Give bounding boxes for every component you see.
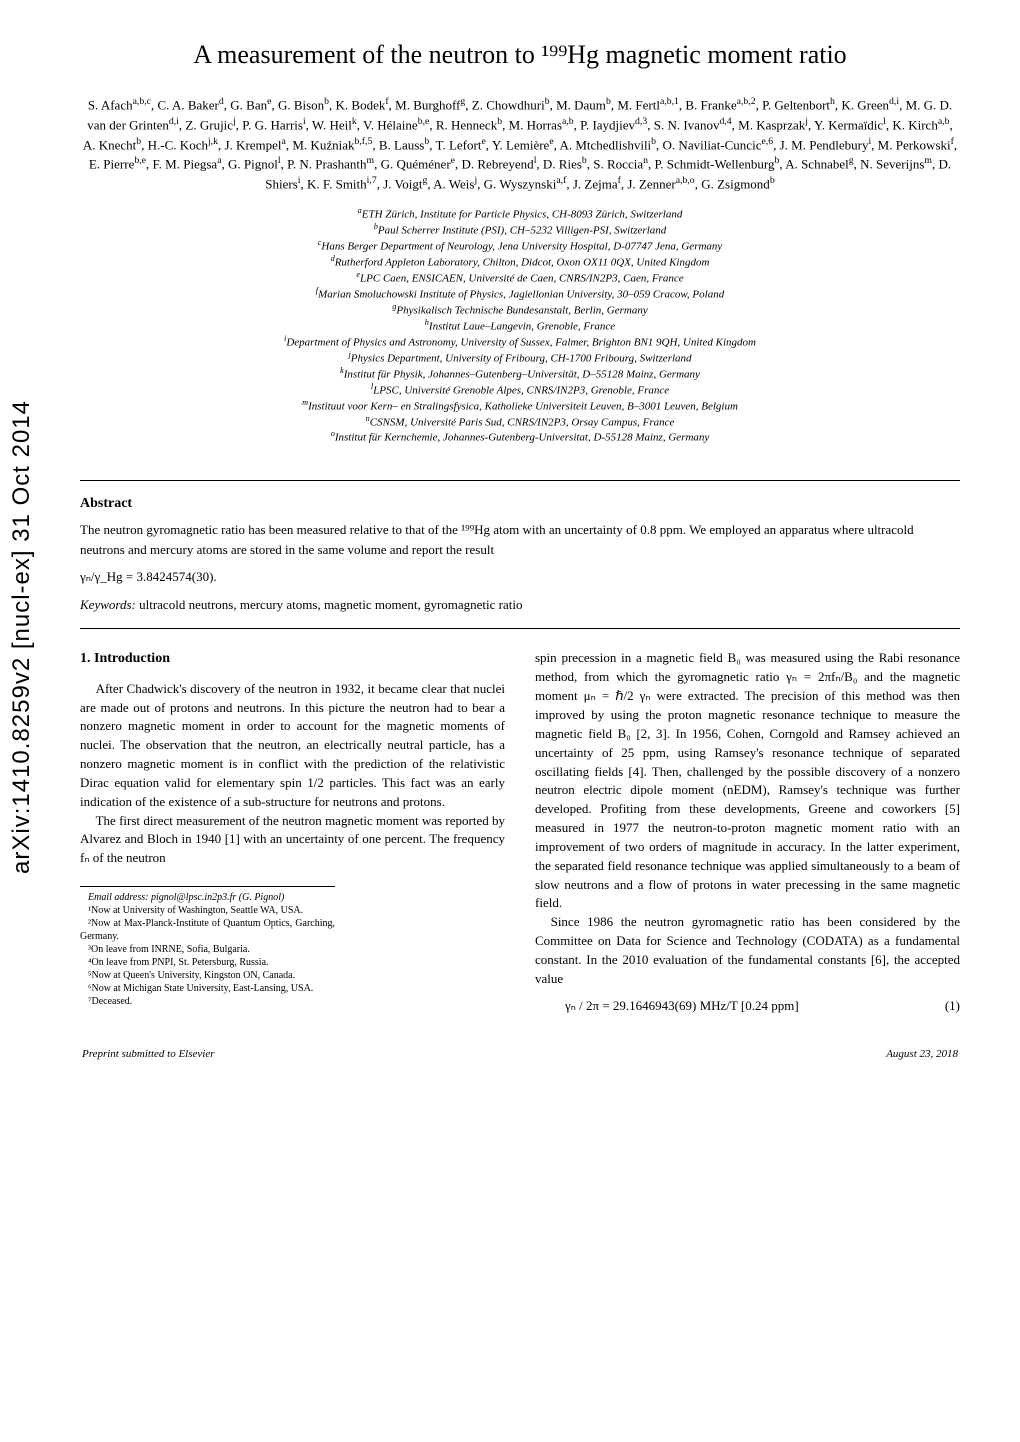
footnote-5: ⁵Now at Queen's University, Kingston ON,… bbox=[80, 969, 335, 982]
footnote-2: ²Now at Max-Planck-Institute of Quantum … bbox=[80, 917, 335, 943]
arxiv-id-sidebar: arXiv:1410.8259v2 [nucl-ex] 31 Oct 2014 bbox=[8, 400, 36, 874]
intro-paragraph-1: After Chadwick's discovery of the neutro… bbox=[80, 680, 505, 812]
equation-1: γₙ / 2π = 29.1646943(69) MHz/T [0.24 ppm… bbox=[565, 997, 960, 1016]
abstract-body: The neutron gyromagnetic ratio has been … bbox=[80, 520, 960, 559]
intro-paragraph-3: spin precession in a magnetic field B₀ w… bbox=[535, 649, 960, 913]
footnote-4: ⁴On leave from PNPI, St. Petersburg, Rus… bbox=[80, 956, 335, 969]
keywords-line: Keywords: ultracold neutrons, mercury at… bbox=[80, 597, 960, 613]
footnote-6: ⁶Now at Michigan State University, East-… bbox=[80, 982, 335, 995]
footnote-3: ³On leave from INRNE, Sofia, Bulgaria. bbox=[80, 943, 335, 956]
abstract-heading: Abstract bbox=[80, 496, 960, 512]
main-content: A measurement of the neutron to ¹⁹⁹Hg ma… bbox=[0, 0, 1020, 1090]
intro-paragraph-4: Since 1986 the neutron gyromagnetic rati… bbox=[535, 913, 960, 988]
paper-title: A measurement of the neutron to ¹⁹⁹Hg ma… bbox=[80, 40, 960, 70]
footnotes-block: Email address: pignol@lpsc.in2p3.fr (G. … bbox=[80, 886, 335, 1008]
footnote-1: ¹Now at University of Washington, Seattl… bbox=[80, 904, 335, 917]
footer-right: August 23, 2018 bbox=[886, 1048, 958, 1060]
footer-left: Preprint submitted to Elsevier bbox=[82, 1048, 215, 1060]
intro-paragraph-2: The first direct measurement of the neut… bbox=[80, 812, 505, 869]
rule-top bbox=[80, 480, 960, 481]
footnote-email-text: Email address: pignol@lpsc.in2p3.fr (G. … bbox=[88, 892, 284, 903]
section-1-heading: 1. Introduction bbox=[80, 649, 505, 669]
two-column-layout: 1. Introduction After Chadwick's discove… bbox=[80, 649, 960, 1023]
affiliations-block: aETH Zürich, Institute for Particle Phys… bbox=[80, 206, 960, 445]
equation-1-number: (1) bbox=[945, 997, 960, 1016]
abstract-ratio: γₙ/γ_Hg = 3.8424574(30). bbox=[80, 569, 960, 585]
footnote-7: ⁷Deceased. bbox=[80, 995, 335, 1008]
right-column: spin precession in a magnetic field B₀ w… bbox=[535, 649, 960, 1023]
rule-bottom bbox=[80, 628, 960, 629]
authors-block: S. Afacha,b,c, C. A. Bakerd, G. Bane, G.… bbox=[80, 95, 960, 194]
footnote-email: Email address: pignol@lpsc.in2p3.fr (G. … bbox=[80, 891, 335, 904]
equation-1-body: γₙ / 2π = 29.1646943(69) MHz/T [0.24 ppm… bbox=[565, 997, 799, 1016]
page-footer: Preprint submitted to Elsevier August 23… bbox=[80, 1048, 960, 1060]
keywords-label: Keywords: bbox=[80, 597, 136, 612]
left-column: 1. Introduction After Chadwick's discove… bbox=[80, 649, 505, 1023]
keywords-text: ultracold neutrons, mercury atoms, magne… bbox=[136, 597, 523, 612]
